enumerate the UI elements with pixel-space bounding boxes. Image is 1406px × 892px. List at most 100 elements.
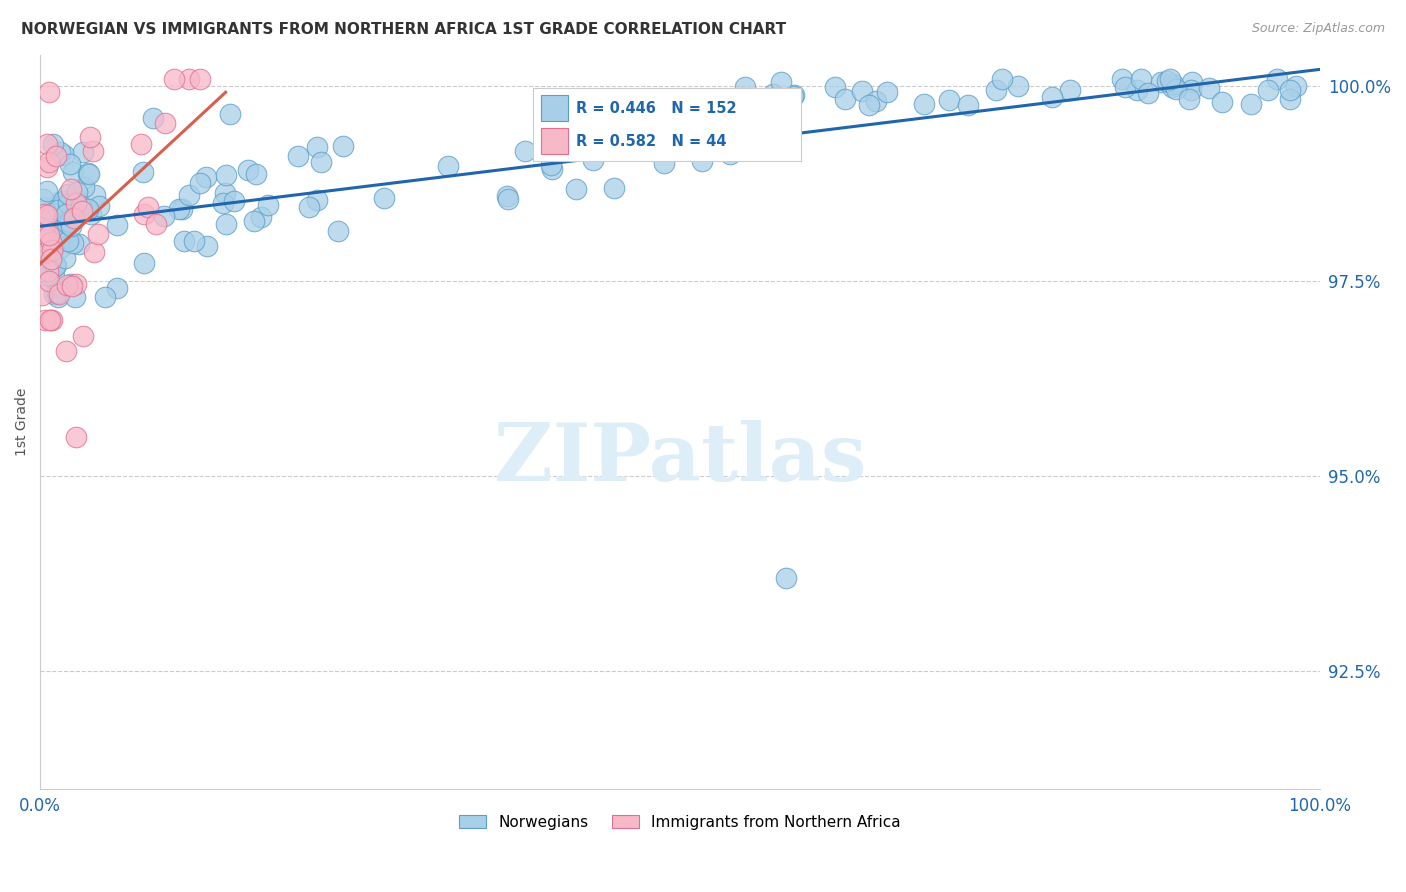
Point [59,157,82,171]
Point [76,202,98,217]
Point [35,136,58,151]
Point [37,268,59,283]
Point [34,313,56,327]
Point [31,288,53,302]
Point [243,214,266,228]
Point [56,187,79,202]
Point [1059,83,1081,97]
Point [41,243,63,257]
Point [153,210,176,224]
Point [31,264,53,278]
Point [145,218,167,232]
Point [51,219,73,234]
Point [48,194,70,209]
Point [82,145,104,159]
Point [565,182,588,196]
Point [718,146,741,161]
Point [32,200,55,214]
Point [769,75,792,89]
Point [38,228,60,243]
Point [287,149,309,163]
Point [222,194,245,208]
Point [55,344,77,359]
Point [87,199,110,213]
Point [762,87,785,102]
Point [1150,75,1173,89]
Text: ZIPatlas: ZIPatlas [494,419,866,498]
Point [60,219,83,234]
Point [49,233,72,247]
Point [83,245,105,260]
Point [1178,92,1201,106]
Point [250,210,273,224]
Point [1181,75,1204,89]
Point [1265,72,1288,87]
Point [42,136,65,151]
Point [858,98,880,112]
Point [309,155,332,169]
Point [41,235,63,249]
Point [32,207,55,221]
Point [163,71,186,86]
Point [132,165,155,179]
Point [52,196,75,211]
Point [912,97,935,112]
Point [41,219,63,234]
Point [53,252,76,266]
Point [77,166,100,180]
Point [70,204,93,219]
Point [541,161,564,176]
Point [56,196,79,211]
Point [938,93,960,107]
Point [79,130,101,145]
Point [46,203,69,218]
Point [34,245,56,260]
Point [37,161,59,175]
Point [745,92,768,106]
Point [53,227,76,242]
Point [1007,79,1029,94]
Point [80,207,103,221]
Point [1161,77,1184,91]
Point [957,97,980,112]
Point [1257,83,1279,97]
Point [690,154,713,169]
Point [1211,95,1233,110]
Point [32,221,55,235]
Point [42,268,65,283]
Point [32,228,55,243]
Point [44,259,66,273]
Point [298,200,321,214]
Point [46,290,69,304]
Point [214,186,236,200]
Point [32,234,55,248]
Point [498,192,520,206]
Point [65,186,87,200]
Point [41,206,63,220]
Y-axis label: 1st Grade: 1st Grade [15,388,30,456]
Point [39,313,62,327]
Point [37,260,59,275]
Point [62,211,84,226]
Point [215,168,238,182]
Point [1114,80,1136,95]
Point [65,196,87,211]
Point [35,209,58,223]
Point [48,287,70,301]
Point [775,571,797,585]
Point [170,202,193,217]
Point [56,216,79,230]
Point [94,290,117,304]
Point [65,277,87,292]
Point [582,153,605,167]
Point [63,290,86,304]
Point [1285,78,1308,93]
Point [72,329,94,343]
Point [984,83,1007,97]
Point [52,194,75,209]
Legend: Norwegians, Immigrants from Northern Africa: Norwegians, Immigrants from Northern Afr… [453,809,907,836]
Point [1160,79,1182,94]
Point [824,80,846,95]
Point [65,430,87,444]
Point [49,241,72,255]
